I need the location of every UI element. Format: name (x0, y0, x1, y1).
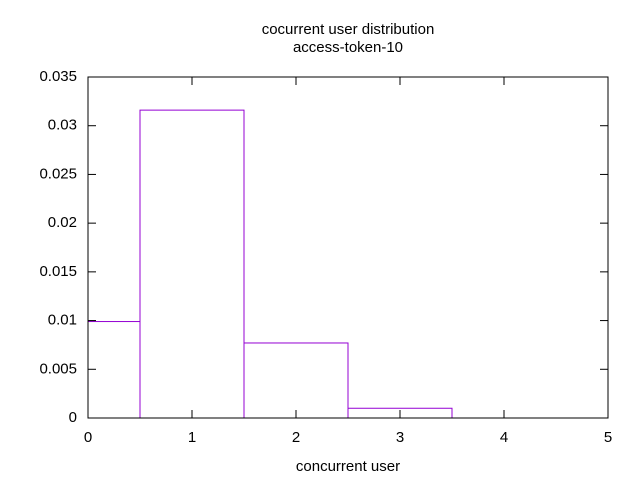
y-tick-label: 0.005 (39, 360, 77, 377)
y-tick-label: 0.03 (48, 117, 77, 134)
chart-subtitle: access-token-10 (293, 39, 403, 56)
x-axis-label: concurrent user (296, 458, 400, 475)
plot-border (87, 76, 609, 419)
x-tick-label: 2 (292, 429, 300, 446)
y-tick-label: 0.035 (39, 68, 77, 85)
x-tick-label: 0 (84, 429, 92, 446)
y-tick-label: 0.015 (39, 263, 77, 280)
y-tick-label: 0 (69, 409, 77, 426)
y-tick-label: 0.025 (39, 165, 77, 182)
chart-title: cocurrent user distribution (262, 21, 435, 38)
x-tick-label: 3 (396, 429, 404, 446)
bar (139, 109, 245, 418)
x-tick-label: 5 (604, 429, 612, 446)
x-tick-label: 1 (188, 429, 196, 446)
plot-area (88, 109, 453, 418)
y-tick-label: 0.01 (48, 312, 77, 329)
x-tick-label: 4 (500, 429, 508, 446)
bar (243, 342, 349, 418)
y-tick-label: 0.02 (48, 214, 77, 231)
